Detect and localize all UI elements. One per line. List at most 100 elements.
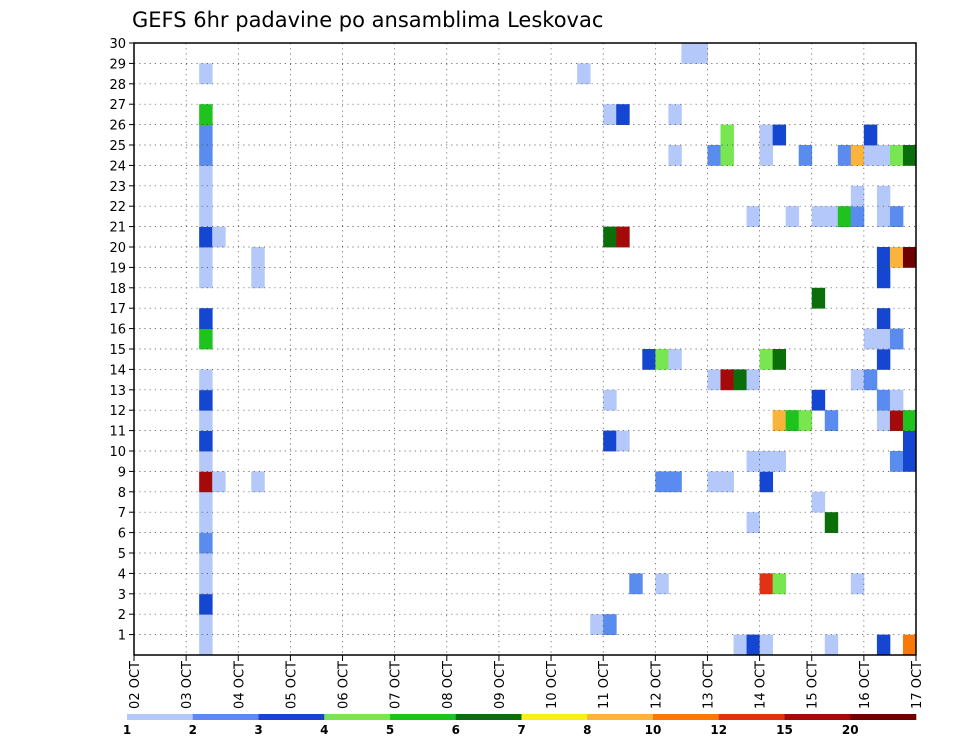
chart-title: GEFS 6hr padavine po ansamblima Leskovac xyxy=(132,8,603,32)
precip-cell xyxy=(759,124,774,146)
colorbar-swatch xyxy=(521,714,588,720)
colorbar-label: 2 xyxy=(189,723,197,737)
x-tick-label: 11 OCT xyxy=(597,661,612,709)
y-tick-label: 10 xyxy=(109,445,126,460)
precip-cell xyxy=(876,328,891,350)
colorbar-label: 7 xyxy=(517,723,525,737)
precip-cell xyxy=(199,124,213,146)
colorbar-label: 8 xyxy=(583,723,591,737)
precip-cell xyxy=(707,145,721,166)
precip-cell xyxy=(655,471,669,493)
x-tick-label: 06 OCT xyxy=(337,661,352,709)
y-axis: 1234567891011121314151617181920212223242… xyxy=(109,37,134,644)
precip-cell xyxy=(863,124,878,146)
precip-cell xyxy=(876,410,891,431)
precip-cell xyxy=(863,328,878,350)
precip-cell xyxy=(746,369,760,391)
colorbar-label: 15 xyxy=(776,723,793,737)
precip-cell xyxy=(759,349,774,370)
precip-cell xyxy=(199,573,213,595)
precip-cell xyxy=(785,410,800,431)
precip-cell xyxy=(199,553,213,574)
y-tick-label: 5 xyxy=(118,547,126,562)
precip-cell xyxy=(850,573,865,595)
precip-cell xyxy=(199,430,213,452)
colorbar-swatch xyxy=(718,714,785,720)
precip-cell xyxy=(199,226,213,248)
x-tick-label: 05 OCT xyxy=(284,661,299,709)
y-tick-label: 23 xyxy=(109,180,126,195)
precip-cell xyxy=(824,206,839,227)
x-tick-label: 08 OCT xyxy=(441,661,456,709)
precip-cell xyxy=(889,389,904,411)
precip-cell xyxy=(876,389,891,411)
precip-cell xyxy=(668,349,682,370)
precipitation-cells xyxy=(199,43,917,656)
x-tick-label: 16 OCT xyxy=(858,661,873,709)
colorbar-swatch xyxy=(390,714,457,720)
y-tick-label: 18 xyxy=(109,282,126,297)
y-tick-label: 1 xyxy=(118,629,126,644)
precip-cell xyxy=(876,308,891,329)
precip-cell xyxy=(811,389,826,411)
precip-cell xyxy=(772,573,787,595)
precip-cell xyxy=(889,247,904,268)
precip-cell xyxy=(876,145,891,166)
precip-cell xyxy=(902,634,917,656)
y-tick-label: 2 xyxy=(118,608,126,623)
precip-cell xyxy=(199,247,213,268)
plot-frame xyxy=(133,42,917,656)
precip-cell xyxy=(759,573,774,595)
precip-cell xyxy=(251,267,265,289)
precip-cell xyxy=(603,104,617,125)
y-tick-label: 15 xyxy=(109,343,126,358)
precip-cell xyxy=(577,63,591,85)
x-tick-label: 14 OCT xyxy=(754,661,769,709)
x-tick-label: 10 OCT xyxy=(545,661,560,709)
precip-cell xyxy=(212,226,226,248)
precip-cell xyxy=(668,145,682,166)
precip-cell xyxy=(798,145,813,166)
precip-cell xyxy=(902,410,917,431)
y-tick-label: 6 xyxy=(118,527,126,542)
precip-cell xyxy=(199,634,213,656)
x-tick-label: 07 OCT xyxy=(389,661,404,709)
precip-cell xyxy=(746,451,760,472)
precip-cell xyxy=(850,185,865,207)
precip-cell xyxy=(199,185,213,207)
precip-cell xyxy=(863,145,878,166)
y-tick-label: 19 xyxy=(109,261,126,276)
y-tick-label: 22 xyxy=(109,200,126,215)
precip-cell xyxy=(824,512,839,533)
precip-cell xyxy=(590,614,604,635)
y-tick-label: 21 xyxy=(109,221,126,236)
colorbar-swatch xyxy=(258,714,325,720)
colorbar-swatch xyxy=(653,714,720,720)
precip-cell xyxy=(603,430,617,452)
precip-cell xyxy=(199,308,213,329)
precip-cell xyxy=(889,451,904,472)
x-tick-label: 09 OCT xyxy=(493,661,508,709)
x-tick-label: 03 OCT xyxy=(180,661,195,709)
precip-cell xyxy=(199,267,213,289)
precip-cell xyxy=(772,124,787,146)
precip-cell xyxy=(694,43,708,64)
precip-cell xyxy=(902,451,917,472)
precip-cell xyxy=(876,634,891,656)
precip-cell xyxy=(642,349,656,370)
y-tick-label: 24 xyxy=(109,159,126,174)
precip-cell xyxy=(629,573,643,595)
colorbar-label: 10 xyxy=(645,723,662,737)
precip-cell xyxy=(199,593,213,615)
x-tick-label: 13 OCT xyxy=(701,661,716,709)
precip-cell xyxy=(759,451,774,472)
precip-cell xyxy=(616,226,630,248)
precip-cell xyxy=(199,145,213,166)
precip-cell xyxy=(655,349,669,370)
precip-cell xyxy=(824,410,839,431)
precip-cell xyxy=(199,63,213,85)
precip-cell xyxy=(616,104,630,125)
precip-cell xyxy=(199,532,213,554)
precip-cell xyxy=(199,389,213,411)
precip-cell xyxy=(759,634,774,656)
